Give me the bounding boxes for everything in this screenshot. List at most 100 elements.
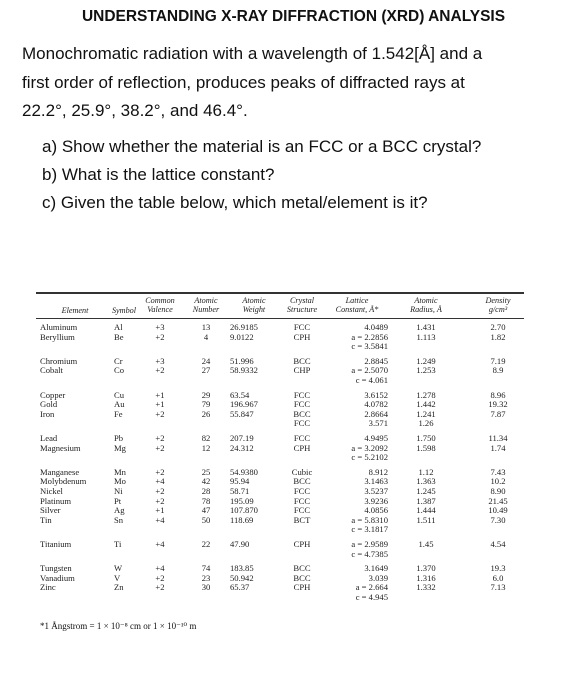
table-cell: 13 [201, 322, 211, 332]
table-cell: 3.9236 [364, 495, 388, 506]
table-cell: 11.34 [488, 433, 508, 443]
table-cell: +4 [155, 476, 165, 487]
table-cell: 1.12 [418, 466, 434, 477]
table-cell: +1 [155, 505, 165, 516]
column-header: Structure [286, 305, 318, 314]
table-cell: Lead [40, 433, 58, 443]
table-cell: 1.370 [416, 563, 436, 574]
table-cell: 8.90 [490, 486, 506, 496]
table-cell: BCT [293, 514, 311, 525]
table-cell: 28 [201, 486, 211, 496]
table-cell: +2 [155, 365, 165, 376]
column-header: Valence [147, 305, 173, 314]
table-cell: +4 [155, 539, 165, 549]
table-cell: 1.387 [416, 495, 436, 506]
table-cell: 42 [201, 476, 211, 487]
table-cell: FCC [293, 389, 311, 400]
table-cell: 3.6152 [364, 389, 388, 400]
table-cell: 1.598 [416, 442, 436, 453]
table-cell: 3.1463 [364, 476, 388, 487]
table-cell: 3.5237 [364, 486, 388, 496]
table-cell: 25 [201, 466, 211, 477]
table-cell: 4.0782 [364, 399, 388, 410]
footnote: *1 Ångstrom = 1 × 10⁻⁸ cm or 1 × 10⁻¹⁰ m [40, 621, 197, 631]
table-cell: c = 4.061 [355, 375, 388, 385]
table-cell: 7.30 [490, 514, 506, 525]
table-cell: +2 [155, 331, 165, 342]
table-cell: 1.249 [416, 355, 436, 366]
table-cell: 7.19 [490, 355, 506, 366]
table-cell: W [114, 563, 123, 574]
table-cell: 58.9332 [230, 365, 258, 376]
table-cell: +4 [155, 514, 165, 525]
table-cell: 1.444 [416, 505, 436, 516]
table-cell: 8.912 [368, 466, 388, 477]
table-cell: Au [114, 399, 125, 410]
table-rule [36, 292, 524, 294]
table-cell: 74 [201, 563, 211, 574]
table-cell: 9.0122 [230, 331, 254, 342]
table-cell: +2 [155, 433, 165, 443]
table-cell: 10.2 [490, 476, 506, 487]
table-cell: Vanadium [40, 572, 75, 583]
table-cell: Ti [114, 539, 122, 549]
title: UNDERSTANDING X-RAY DIFFRACTION (XRD) AN… [81, 8, 506, 25]
table-cell: Pb [114, 433, 124, 443]
table-cell: 58.71 [230, 486, 250, 496]
table-cell: Iron [40, 408, 55, 419]
table-cell: Cu [114, 389, 125, 400]
table-cell: +2 [155, 582, 165, 593]
column-header: Atomic [194, 296, 218, 305]
table-cell: c = 3.5841 [351, 341, 388, 352]
table-cell: V [114, 572, 121, 583]
table-cell: 1.74 [490, 442, 506, 453]
table-cell: 30 [201, 582, 211, 593]
table-cell: 4.54 [490, 539, 506, 549]
table-cell: c = 5.2102 [351, 452, 388, 463]
table-cell: +1 [155, 399, 165, 410]
table-cell: +4 [155, 563, 165, 574]
column-header: Weight [242, 305, 266, 314]
column-header: Number [192, 305, 220, 314]
table-cell: 24 [201, 355, 211, 366]
table-cell: 19.3 [490, 563, 506, 574]
table-cell: 2.8664 [364, 408, 388, 419]
table-cell: 50 [201, 514, 211, 525]
table-cell: Zinc [40, 582, 56, 593]
table-cell: 3.1649 [364, 563, 388, 574]
table-cell: FCC [293, 495, 311, 506]
table-cell: 29 [201, 389, 211, 400]
table-cell: 8.96 [490, 389, 506, 400]
column-header: Lattice [345, 296, 369, 305]
table-cell: FCC [293, 433, 311, 443]
table-cell: c = 3.1817 [351, 524, 388, 535]
table-cell: 107.870 [230, 505, 258, 516]
table-cell: Mg [114, 442, 126, 453]
table-cell: 54.9380 [230, 466, 258, 477]
table-cell: 78 [201, 495, 211, 506]
table-cell: Gold [40, 399, 58, 410]
table-cell: 1.431 [416, 322, 436, 332]
table-cell: Zn [114, 582, 124, 593]
question: b) What is the lattice constant? [42, 165, 275, 184]
table-cell: 1.332 [416, 582, 436, 593]
table-cell: 4.0489 [364, 322, 388, 332]
table-cell: 1.26 [418, 418, 434, 429]
table-cell: Pt [114, 495, 122, 506]
table-cell: Cubic [291, 466, 313, 477]
table-cell: 8.9 [492, 365, 504, 376]
table-cell: CHP [293, 365, 311, 376]
table-cell: Ni [114, 486, 123, 496]
table-cell: 196.967 [230, 399, 258, 410]
table-cell: Tin [40, 514, 52, 525]
question: c) Given the table below, which metal/el… [42, 193, 428, 212]
table-cell: 2.8845 [364, 355, 388, 366]
column-header: Element [61, 306, 89, 315]
column-header: Constant, Å* [335, 305, 379, 314]
table-cell: 1.82 [490, 331, 506, 342]
table-cell: 4.0856 [364, 505, 388, 516]
table-cell: +2 [155, 486, 165, 496]
table-cell: Aluminum [40, 322, 78, 332]
table-cell: 55.847 [230, 408, 254, 419]
table-cell: 2.70 [490, 322, 506, 332]
